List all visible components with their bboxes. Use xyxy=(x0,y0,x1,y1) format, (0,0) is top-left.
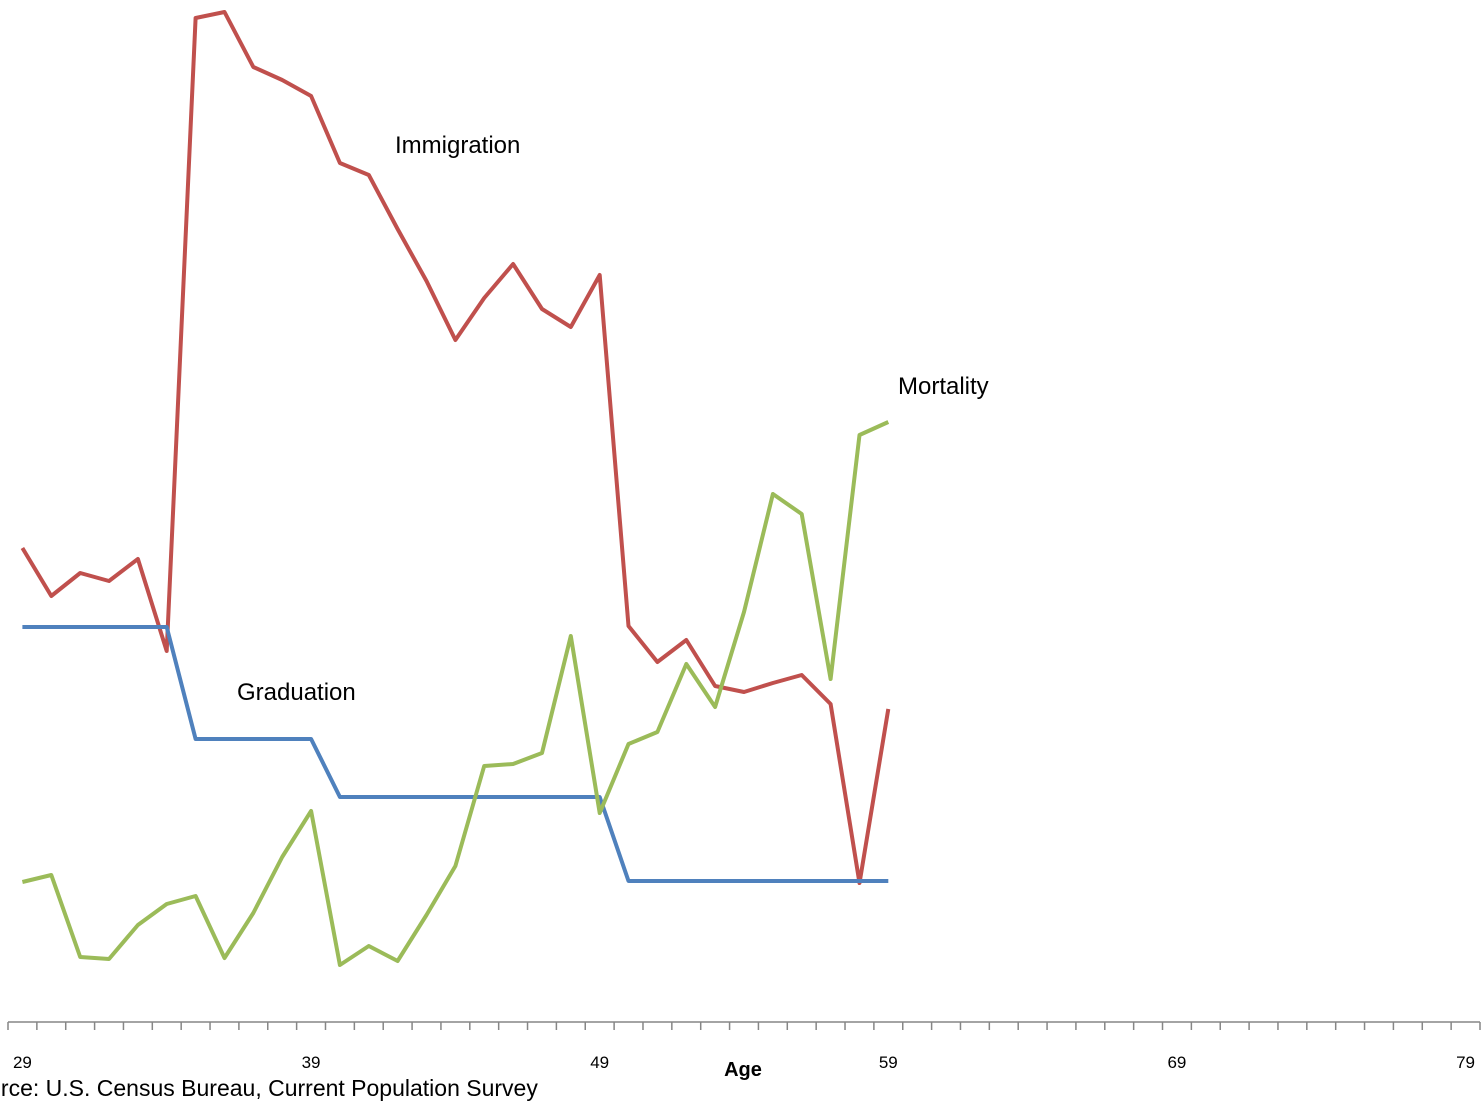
data-line xyxy=(21,420,890,967)
source-note: Source: U.S. Census Bureau, Current Popu… xyxy=(0,1075,538,1101)
data-line xyxy=(20,10,891,885)
x-tick-label: 39 xyxy=(302,1053,321,1072)
data-line xyxy=(22,625,889,883)
x-tick-label: 29 xyxy=(13,1053,32,1072)
series-label: Graduation xyxy=(237,679,356,706)
x-tick-label: 69 xyxy=(1167,1053,1186,1072)
series-label: Immigration xyxy=(395,132,520,159)
series-label: Mortality xyxy=(898,373,989,400)
x-axis-title: Age xyxy=(724,1059,762,1081)
x-tick-label: 49 xyxy=(590,1053,609,1072)
x-tick-label: 59 xyxy=(879,1053,898,1072)
x-tick-label: 79 xyxy=(1456,1053,1475,1072)
